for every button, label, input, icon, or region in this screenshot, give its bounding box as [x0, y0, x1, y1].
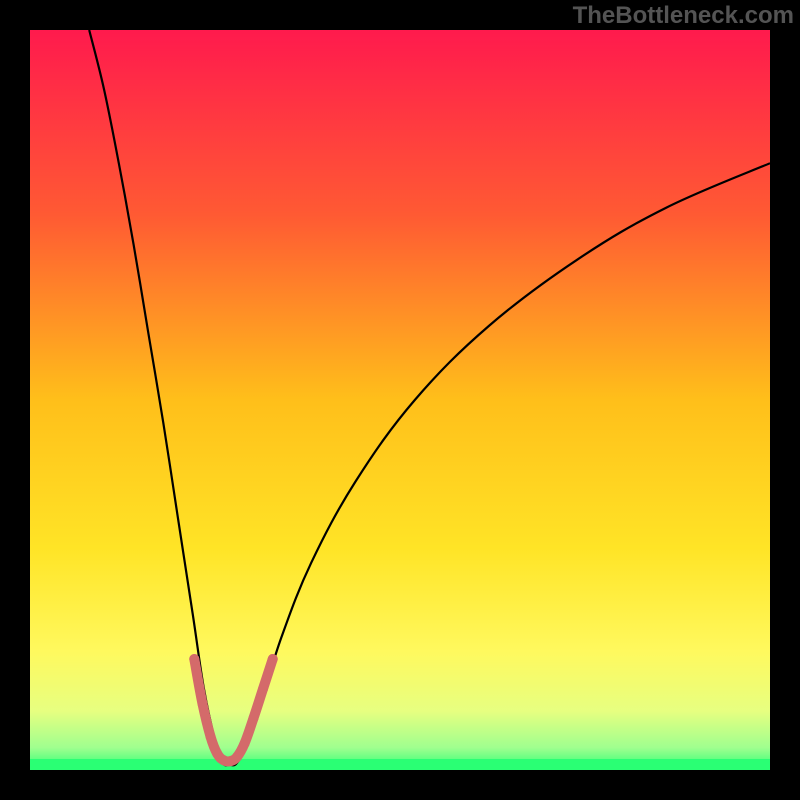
optimal-range-bead: [268, 654, 278, 664]
optimal-range-bead: [206, 732, 216, 742]
optimal-range-bead: [258, 684, 268, 694]
optimal-range-bead: [197, 698, 207, 708]
optimal-range-bead: [248, 713, 258, 723]
optimal-range-bead: [189, 654, 199, 664]
optimal-range-bead: [240, 738, 250, 748]
chart-frame: TheBottleneck.com: [0, 0, 800, 800]
optimal-range-marker: [194, 659, 272, 762]
curve-overlay: [30, 30, 770, 770]
watermark-text: TheBottleneck.com: [573, 2, 794, 30]
plot-area: [30, 30, 770, 770]
optimal-range-bead: [232, 752, 242, 762]
